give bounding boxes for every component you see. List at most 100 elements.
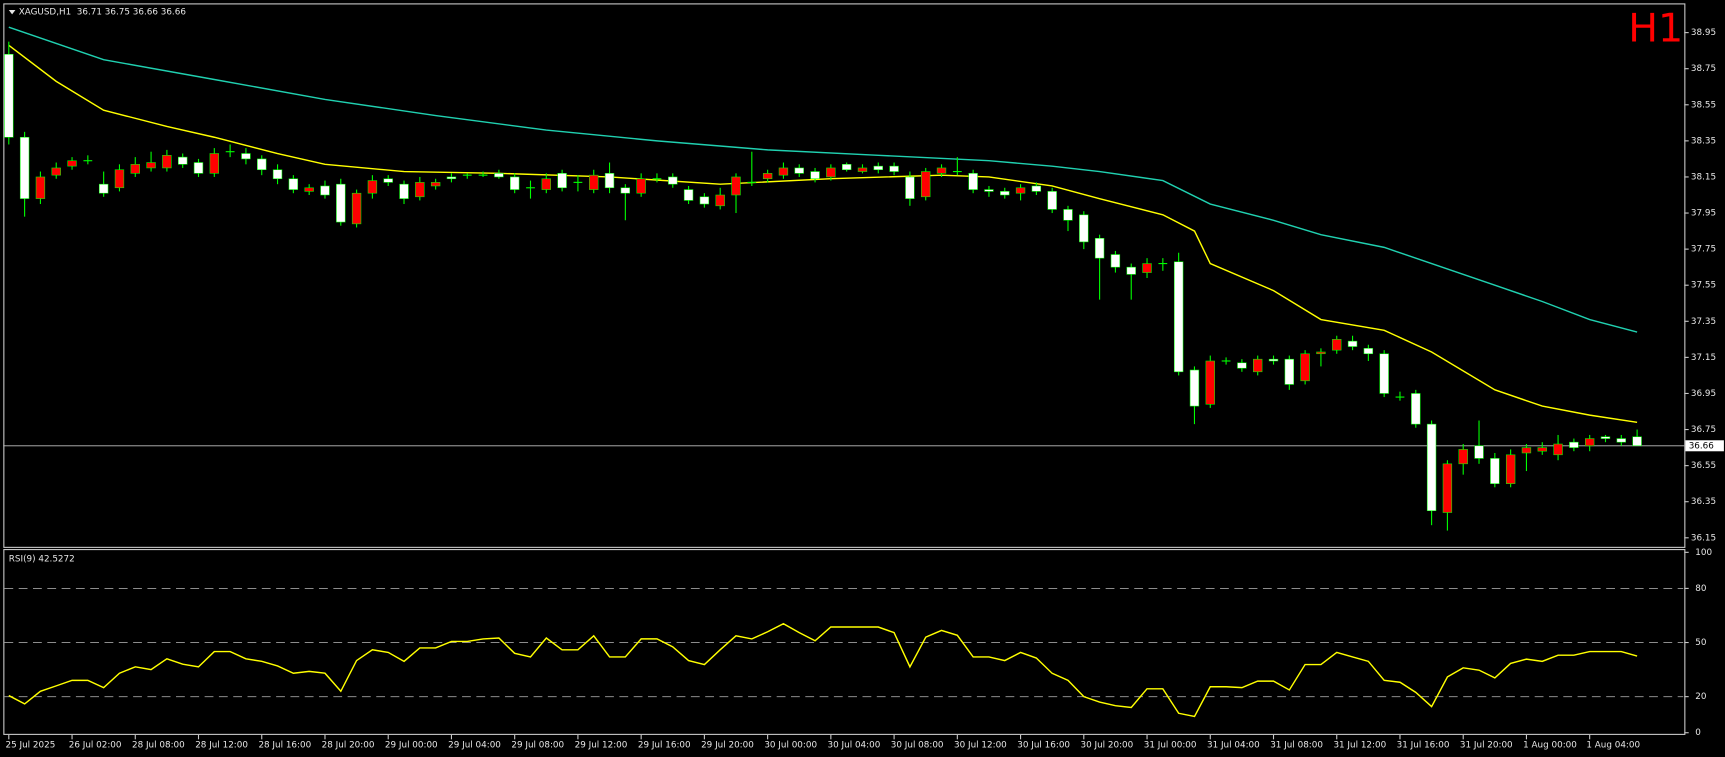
y-tick-label: 0	[1695, 728, 1701, 738]
x-tick-label: 26 Jul 02:00	[69, 740, 122, 750]
candle-body	[1505, 454, 1516, 484]
y-tick-label: 37.95	[1691, 209, 1716, 219]
candle-body	[889, 165, 899, 172]
x-tick-label: 25 Jul 2025	[6, 740, 56, 750]
x-tick-label: 28 Jul 20:00	[322, 740, 375, 750]
candle-body	[1600, 436, 1611, 439]
candle-body	[1189, 369, 1200, 407]
menu-arrow	[8, 9, 16, 15]
candle-body	[1585, 438, 1595, 447]
candle-body	[984, 189, 994, 192]
candle-body	[968, 173, 978, 190]
x-tick-label: 30 Jul 08:00	[891, 740, 944, 750]
candle-body	[1142, 263, 1152, 273]
candle-body	[1031, 185, 1042, 192]
candle-body	[241, 153, 251, 160]
chart-title: XAGUSD,H1 36.71 36.75 36.66 36.66	[19, 8, 187, 18]
candle-body	[1332, 339, 1342, 351]
candle-body	[1173, 261, 1184, 373]
moving-average	[8, 26, 1638, 333]
x-tick-label: 29 Jul 00:00	[385, 740, 438, 750]
candle-body	[1616, 438, 1626, 443]
candle-body	[1079, 214, 1089, 243]
candle-body	[351, 192, 362, 225]
x-tick-label: 29 Jul 20:00	[701, 740, 754, 750]
x-tick-label: 30 Jul 16:00	[1017, 740, 1070, 750]
y-tick-label: 36.55	[1691, 461, 1716, 471]
candle-body	[1553, 443, 1563, 456]
candle-body	[178, 156, 188, 165]
candle-body	[826, 167, 836, 178]
y-tick-label: 38.75	[1691, 64, 1716, 74]
x-tick-label: 30 Jul 20:00	[1081, 740, 1134, 750]
candle-body	[19, 136, 30, 199]
x-tick-label: 29 Jul 08:00	[511, 740, 564, 750]
x-tick-label: 31 Jul 20:00	[1460, 740, 1513, 750]
candle-body	[146, 162, 156, 169]
x-tick-label: 28 Jul 16:00	[258, 740, 311, 750]
candle-body	[636, 178, 646, 194]
candle-body	[810, 171, 820, 180]
y-tick-label: 100	[1695, 548, 1712, 558]
candle-body	[383, 178, 393, 183]
rsi-line	[8, 622, 1638, 718]
y-tick-label: 38.15	[1691, 172, 1716, 182]
candle-body	[794, 167, 804, 174]
candle-body	[589, 174, 599, 190]
candle-body	[1300, 353, 1310, 382]
candle-body	[1458, 449, 1468, 465]
candle-body	[1253, 358, 1263, 373]
x-tick-label: 31 Jul 04:00	[1207, 740, 1260, 750]
candle-body	[699, 196, 710, 205]
x-tick-label: 1 Aug 04:00	[1586, 740, 1640, 750]
candle-body	[778, 167, 789, 176]
y-tick-label: 50	[1695, 638, 1707, 648]
candle-body	[415, 182, 425, 198]
candle-body	[51, 167, 61, 176]
timeframe-badge: H1	[1628, 5, 1683, 51]
y-tick-label: 36.15	[1691, 533, 1716, 543]
candle-body	[130, 164, 140, 174]
y-tick-label: 36.75	[1691, 425, 1716, 435]
candle-body	[114, 169, 125, 189]
moving-average	[8, 44, 1638, 423]
candle-body	[1411, 393, 1421, 425]
candle-body	[762, 173, 773, 180]
x-tick-label: 29 Jul 04:00	[448, 740, 501, 750]
candle-body	[1268, 358, 1279, 362]
candle-body	[1379, 353, 1389, 394]
candle-body	[1110, 254, 1121, 268]
candle-body	[1347, 340, 1358, 347]
candle-body	[67, 160, 77, 167]
candle-body	[683, 189, 694, 201]
x-tick-label: 30 Jul 04:00	[828, 740, 881, 750]
candle-body	[1015, 187, 1026, 194]
candle-body	[209, 153, 219, 174]
candle-body	[1205, 360, 1215, 405]
candle-body	[35, 176, 46, 199]
candle-body	[1474, 445, 1484, 459]
candle-body	[257, 158, 267, 171]
candle-body	[494, 173, 504, 178]
y-tick-label: 80	[1695, 584, 1707, 594]
x-tick-label: 30 Jul 12:00	[954, 740, 1007, 750]
candle-body	[98, 183, 109, 194]
candle-body	[288, 178, 299, 190]
candle-body	[1569, 441, 1579, 448]
candle-body	[905, 176, 915, 199]
x-tick-label: 31 Jul 12:00	[1333, 740, 1386, 750]
candle-body	[430, 182, 441, 187]
candle-body	[272, 169, 283, 180]
candle-body	[1632, 436, 1642, 447]
candle-body	[336, 183, 346, 223]
candle-body	[620, 187, 631, 194]
y-tick-label: 37.75	[1691, 245, 1716, 255]
x-tick-label: 31 Jul 00:00	[1144, 740, 1197, 750]
candle-body	[446, 176, 457, 180]
y-tick-label: 38.95	[1691, 28, 1716, 38]
candle-body	[193, 162, 204, 174]
y-tick-label: 37.35	[1691, 317, 1716, 327]
y-tick-label: 37.55	[1691, 281, 1716, 291]
candle-body	[557, 173, 567, 189]
